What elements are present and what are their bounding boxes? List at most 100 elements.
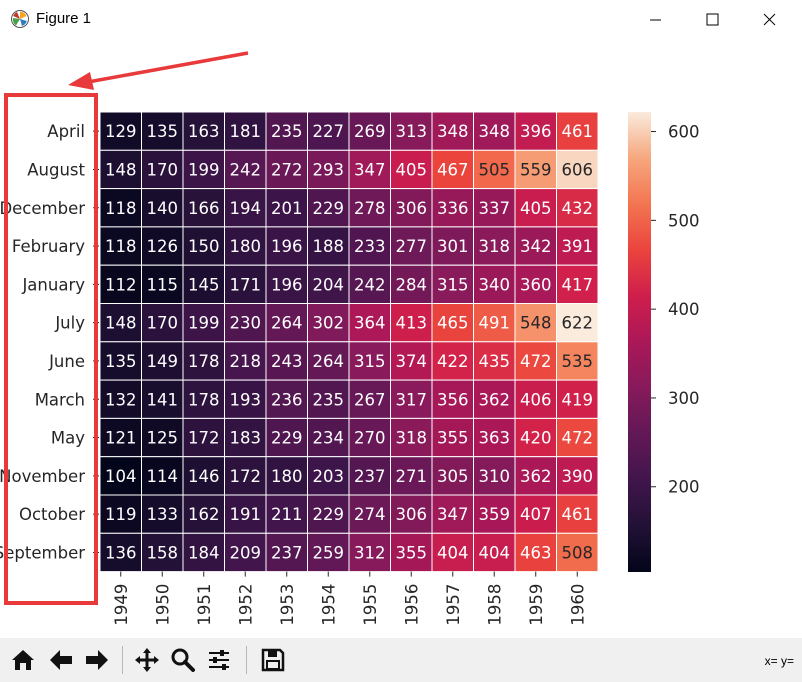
cell-value-label: 315 [437,275,469,294]
cell-value-label: 235 [313,390,345,409]
cell-value-label: 405 [396,160,428,179]
cell-value-label: 317 [396,390,428,409]
cell-value-label: 390 [562,467,594,486]
cell-value-label: 318 [479,237,511,256]
back-button[interactable] [44,643,78,677]
heatmap-cell [224,379,267,419]
annotation-arrow-head [68,72,94,90]
row-label: October [19,505,85,524]
cell-value-label: 191 [230,505,262,524]
heatmap-cell [182,188,225,228]
cell-value-label: 115 [147,275,179,294]
cell-value-label: 467 [437,160,469,179]
matplotlib-logo-icon [11,10,29,28]
colorbar-tick-label: 400 [668,300,700,319]
heatmap-cell [141,303,184,343]
heatmap-cell [390,494,433,534]
cell-value-label: 242 [230,160,262,179]
cell-value-label: 348 [479,122,511,141]
cell-value-label: 158 [147,543,179,562]
cell-value-label: 363 [479,429,511,448]
heatmap-cell [514,226,557,266]
heatmap-cell [141,226,184,266]
heatmap-cell [514,303,557,343]
cell-value-label: 227 [313,122,345,141]
row-label: April [47,122,85,141]
close-button[interactable] [740,0,796,40]
home-button[interactable] [6,643,40,677]
column-label: 1954 [319,584,338,626]
cell-value-label: 306 [396,505,428,524]
maximize-button[interactable] [684,0,740,40]
configure-button[interactable] [202,643,236,677]
cell-value-label: 362 [520,467,552,486]
heatmap-cell [431,379,474,419]
window-titlebar: Figure 1 [0,0,802,40]
heatmap-cell [348,188,391,228]
column-label: 1953 [278,584,297,626]
cell-value-label: 194 [230,199,262,218]
colorbar [628,112,651,572]
cell-value-label: 141 [147,390,179,409]
cell-value-label: 391 [562,237,594,256]
cell-value-label: 129 [105,122,137,141]
heatmap-cell [141,456,184,496]
row-label: May [51,429,85,448]
save-button[interactable] [256,643,290,677]
heatmap-cell [224,188,267,228]
cell-value-label: 218 [230,352,262,371]
cell-value-label: 264 [313,352,345,371]
forward-icon [86,650,108,670]
heatmap-cell [99,417,142,458]
cell-value-label: 172 [188,429,220,448]
zoom-button[interactable] [166,643,200,677]
cell-value-label: 336 [437,199,469,218]
cell-value-label: 356 [437,390,469,409]
heatmap-cell [224,264,267,304]
colorbar-tick-label: 500 [668,211,700,230]
cell-value-label: 305 [437,467,469,486]
cell-value-label: 234 [313,429,345,448]
column-label: 1956 [402,584,421,626]
heatmap-cell [556,149,599,190]
cell-value-label: 278 [354,199,386,218]
cell-value-label: 204 [313,275,345,294]
cell-value-label: 118 [105,237,137,256]
cell-value-label: 420 [520,429,552,448]
cell-value-label: 396 [520,122,552,141]
heatmap-cell [556,188,599,228]
cell-value-label: 178 [188,390,220,409]
heatmap-cell [473,264,516,304]
forward-button[interactable] [80,643,114,677]
window-title: Figure 1 [36,10,92,27]
cell-value-label: 355 [396,543,428,562]
cell-value-label: 342 [520,237,552,256]
cell-value-label: 135 [147,122,179,141]
zoom-icon [171,648,195,672]
cell-value-label: 172 [230,467,262,486]
cell-value-label: 413 [396,314,428,333]
heatmap-cell [348,111,391,151]
column-label: 1957 [444,584,463,626]
cell-value-label: 505 [479,160,511,179]
heatmap-cell [390,303,433,343]
cell-value-label: 374 [396,352,428,371]
heatmap-cell [265,149,308,190]
heatmap-cell [556,494,599,534]
heatmap-cell [182,341,225,381]
minimize-button[interactable] [628,0,684,40]
cell-value-label: 125 [147,429,179,448]
heatmap-cell [514,532,557,573]
cell-value-label: 235 [271,122,303,141]
figure-canvas[interactable]: 129 135 163 181 235 227 269 313 348 348 396 461 148 1… [0,40,802,638]
heatmap-cell [224,456,267,496]
pan-button[interactable] [130,643,164,677]
heatmap-cell [99,264,142,304]
column-label: 1951 [195,584,214,626]
cell-value-label: 347 [354,160,386,179]
heatmap-cell [99,149,142,190]
maximize-icon [706,13,719,26]
heatmap-cell [307,303,350,343]
heatmap-cell [99,532,142,573]
heatmap-cell [265,226,308,266]
